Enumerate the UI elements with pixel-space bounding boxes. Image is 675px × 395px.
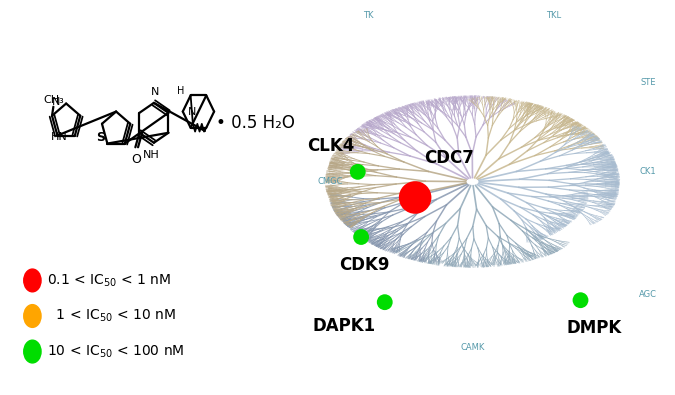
Text: CK1: CK1 — [640, 167, 656, 176]
Text: CDC7: CDC7 — [424, 149, 474, 167]
Point — [410, 194, 421, 201]
Text: CAMK: CAMK — [460, 343, 485, 352]
Text: N: N — [188, 107, 196, 117]
Circle shape — [24, 269, 41, 292]
Text: CDK9: CDK9 — [340, 256, 389, 274]
Point — [352, 169, 363, 175]
Text: AGC: AGC — [639, 290, 657, 299]
Text: DMPK: DMPK — [566, 319, 622, 337]
Text: NH: NH — [143, 150, 160, 160]
Text: • 0.5 H₂O: • 0.5 H₂O — [216, 114, 294, 132]
Text: 10 < IC$_{50}$ < 100 nM: 10 < IC$_{50}$ < 100 nM — [47, 343, 185, 360]
Text: TK: TK — [362, 11, 373, 20]
Text: DAPK1: DAPK1 — [313, 317, 376, 335]
Circle shape — [24, 340, 41, 363]
Point — [356, 234, 367, 240]
Point — [379, 299, 390, 305]
Circle shape — [24, 305, 41, 327]
Text: 1 < IC$_{50}$ < 10 nM: 1 < IC$_{50}$ < 10 nM — [47, 308, 176, 324]
Text: TKL: TKL — [546, 11, 561, 20]
Text: N: N — [151, 87, 159, 97]
Text: H: H — [178, 86, 184, 96]
Text: HN: HN — [51, 132, 68, 142]
Text: S: S — [96, 131, 105, 144]
Text: O: O — [131, 153, 141, 166]
Text: N: N — [52, 97, 61, 107]
Text: 0.1 < IC$_{50}$ < 1 nM: 0.1 < IC$_{50}$ < 1 nM — [47, 272, 171, 289]
Text: CH₃: CH₃ — [43, 96, 63, 105]
Text: CLK4: CLK4 — [307, 137, 354, 155]
Point — [575, 297, 586, 303]
Text: STE: STE — [641, 79, 655, 87]
Text: CMGC: CMGC — [318, 177, 344, 186]
